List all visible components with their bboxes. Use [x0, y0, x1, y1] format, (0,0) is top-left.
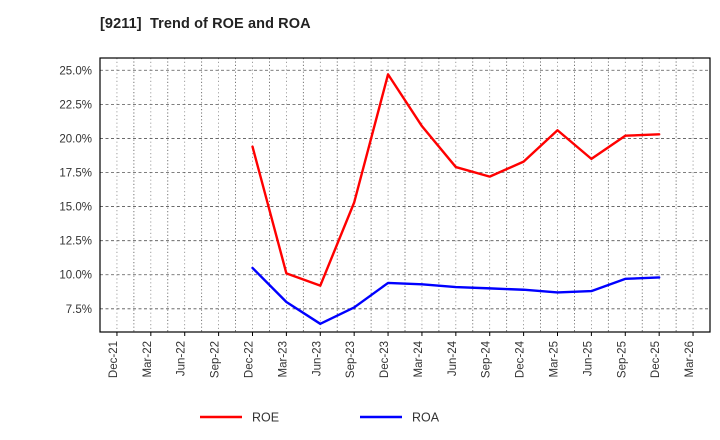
y-tick-label: 10.0% [59, 270, 92, 282]
y-tick-label: 22.5% [59, 99, 92, 111]
x-tick-label: Mar-25 [549, 341, 561, 377]
x-tick-label: Mar-23 [277, 341, 289, 377]
x-tick-label: Dec-24 [515, 340, 527, 378]
chart-legend: ROE ROA [200, 411, 440, 425]
plot-axes [99, 57, 711, 336]
x-tick-label: Sep-24 [481, 340, 493, 378]
y-tick-label: 15.0% [59, 202, 92, 214]
x-tick-label: Jun-23 [311, 341, 323, 376]
y-tick-label: 25.0% [59, 65, 92, 77]
series-line-roa [251, 266, 661, 326]
series-line-roe [251, 73, 661, 287]
x-tick-label: Mar-26 [684, 341, 696, 377]
x-axis-tick-labels: Dec-21 Mar-22 Jun-22 Sep-22 Dec-22 Mar-23 Jun-… [108, 340, 696, 378]
data-series [251, 73, 661, 326]
chart-title: [9211] Trend of ROE and ROA [100, 16, 311, 32]
x-tick-label: Jun-25 [582, 341, 594, 376]
y-tick-label: 20.0% [59, 133, 92, 145]
x-tick-label: Sep-25 [616, 341, 628, 378]
x-tick-label: Jun-24 [447, 340, 459, 376]
x-tick-label: Jun-22 [176, 341, 188, 376]
x-tick-label: Sep-22 [210, 341, 222, 378]
x-tick-label: Dec-23 [379, 341, 391, 378]
legend-label: ROE [252, 411, 279, 425]
x-tick-label: Sep-23 [345, 341, 357, 378]
y-tick-label: 17.5% [59, 168, 92, 180]
x-tick-label: Mar-22 [142, 341, 154, 377]
x-tick-label: Dec-22 [244, 341, 256, 378]
legend-item-roa: ROA [360, 411, 440, 425]
legend-label: ROA [412, 411, 440, 425]
x-tick-label: Mar-24 [413, 340, 425, 377]
y-tick-label: 7.5% [66, 304, 92, 316]
legend-item-roe: ROE [200, 411, 279, 425]
x-tick-label: Dec-21 [108, 341, 120, 378]
y-tick-label: 12.5% [59, 236, 92, 248]
y-axis-tick-labels: 7.5% 10.0% 12.5% 15.0% 17.5% 20.0% 22.5% 25.0% [59, 65, 92, 316]
x-tick-label: Dec-25 [650, 341, 662, 378]
